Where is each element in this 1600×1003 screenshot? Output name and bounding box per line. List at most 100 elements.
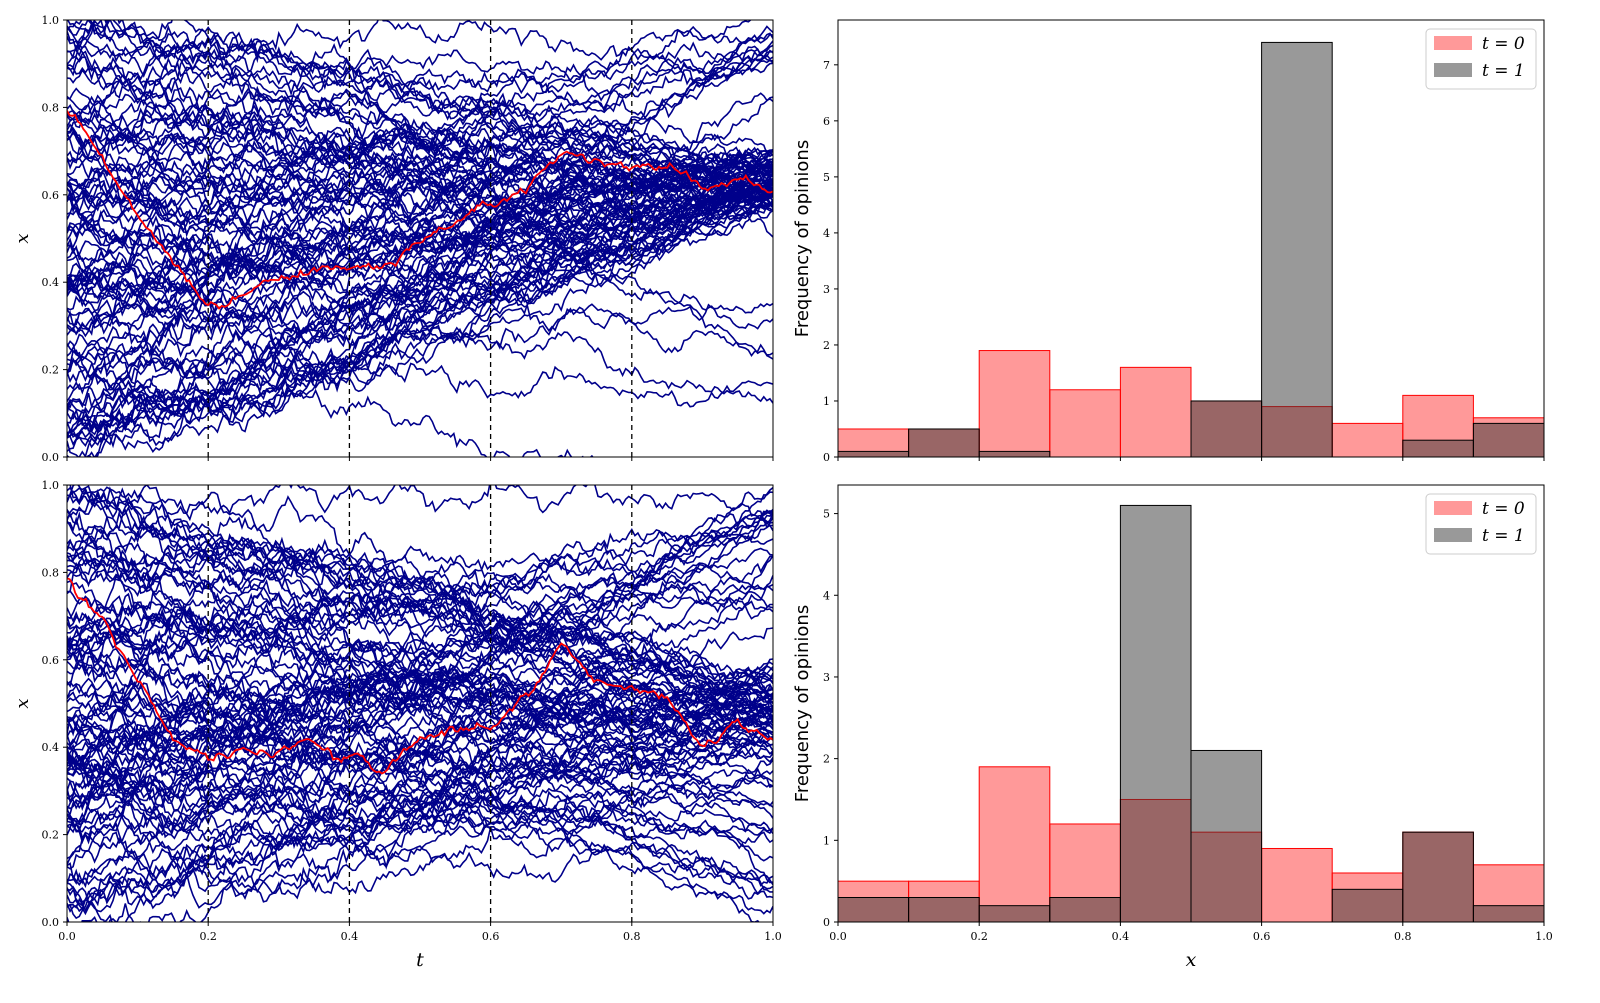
trajectory-line [67, 485, 773, 725]
trajectory-line [67, 635, 773, 886]
histogram-bar [1261, 41, 1333, 458]
histogram-bar [1472, 422, 1545, 458]
trajectory-line [67, 74, 773, 210]
x-tick-label: 0.0 [829, 930, 847, 943]
histogram-bar [978, 905, 1051, 923]
trajectory-line [67, 23, 773, 206]
x-tick-label: 0.2 [199, 930, 217, 943]
trajectory-line [67, 779, 773, 845]
trajectory-line [67, 774, 773, 887]
legend-label: t = 0 [1482, 499, 1525, 519]
trajectory-line [67, 647, 760, 922]
trajectory-line [67, 20, 773, 156]
x-axis-label: t [416, 949, 424, 971]
trajectory-line [67, 774, 773, 837]
trajectory-line [67, 166, 773, 224]
histogram-bar [1049, 896, 1121, 923]
y-tick-label: 3 [823, 671, 830, 684]
trajectory-line [67, 59, 773, 148]
histogram-bar [1190, 749, 1263, 923]
y-axis-label: Frequency of opinions [792, 140, 813, 337]
legend-swatch [1434, 36, 1472, 50]
x-tick-label: 0.8 [623, 930, 641, 943]
histogram-bar [1331, 888, 1404, 923]
histogram-panel-bottom-right: 0.0 0.2 0.4 0.6 0.8 1.0 0 1 2 3 4 5 Frequency of opi… [792, 484, 1553, 971]
trajectory-line [67, 356, 594, 457]
trajectory-line [67, 20, 773, 188]
histogram-bar [1472, 905, 1545, 923]
highlighted-trajectory [67, 110, 773, 310]
y-tick-label: 0 [823, 451, 830, 464]
legend-swatch [1434, 63, 1472, 77]
trajectory-line [67, 536, 773, 597]
y-axis-label: x [12, 698, 33, 708]
y-axis-label: x [12, 233, 33, 243]
y-tick-label: 0.8 [42, 566, 60, 579]
histogram-bar [1331, 422, 1404, 458]
trajectory-line [67, 658, 773, 913]
trajectory-line [67, 544, 773, 613]
trajectory-line [67, 509, 773, 833]
trajectory-line [67, 192, 773, 446]
legend-label: t = 1 [1482, 61, 1525, 81]
y-tick-label: 6 [823, 115, 830, 128]
trajectory-line [67, 41, 773, 133]
trajectory-line [67, 671, 773, 729]
trajectory-line [67, 132, 773, 191]
x-tick-label: 1.0 [1535, 930, 1553, 943]
trajectory-line [67, 683, 773, 737]
trajectory-panel-bottom-left: 0.0 0.2 0.4 0.6 0.8 1.0 0.0 0.2 0.4 0.6 0.8 1.0 x t [12, 479, 782, 971]
axes-frame [66, 484, 774, 923]
x-tick-label: 1.0 [764, 930, 782, 943]
histogram-bar [978, 450, 1051, 458]
x-tick-label: 0.6 [482, 930, 500, 943]
plot-area [67, 20, 773, 457]
trajectory-line [67, 94, 773, 201]
trajectory-line [67, 116, 773, 205]
y-tick-label: 4 [823, 589, 830, 602]
histogram-bar [1402, 831, 1474, 923]
y-axis-label: Frequency of opinions [792, 605, 813, 802]
legend: t = 0 t = 1 [1425, 493, 1537, 555]
y-tick-label: 5 [823, 171, 830, 184]
histogram-series-1 [837, 504, 1545, 923]
x-axis-label: x [1186, 949, 1197, 971]
trajectory-line [67, 706, 773, 852]
y-tick-label: 0.0 [42, 916, 60, 929]
histogram-bar [1119, 504, 1192, 923]
trajectory-line [67, 54, 773, 203]
trajectory-line [67, 720, 773, 862]
trajectory-line [67, 43, 773, 180]
highlighted-trajectory [67, 577, 773, 775]
trajectory-line [67, 485, 773, 532]
y-tick-label: 0.4 [42, 276, 60, 289]
histogram-bar [978, 350, 1051, 458]
y-tick-label: 1 [823, 834, 830, 847]
histogram-bar [1190, 400, 1263, 458]
trajectory-line [67, 20, 752, 253]
trajectory-line [67, 725, 773, 814]
trajectory-line [67, 535, 773, 717]
trajectory-line [67, 583, 773, 755]
y-tick-label: 4 [823, 227, 830, 240]
trajectory-line [67, 204, 773, 382]
x-tick-label: 0.6 [1253, 930, 1271, 943]
y-tick-label: 0.0 [42, 451, 60, 464]
histogram-bar [978, 766, 1051, 923]
trajectory-line [67, 172, 773, 362]
y-tick-label: 1.0 [42, 479, 60, 492]
histogram-bar [837, 896, 910, 923]
trajectory-line [67, 147, 773, 264]
trajectory-panel-top-left: 0.0 0.2 0.4 0.6 0.8 1.0 x [12, 14, 774, 464]
legend-swatch [1434, 528, 1472, 542]
y-tick-label: 7 [823, 59, 830, 72]
trajectory-line [67, 745, 773, 810]
trajectory-line [67, 166, 773, 315]
trajectory-line [67, 689, 773, 810]
histogram-bar [837, 450, 910, 458]
trajectory-line [67, 20, 773, 178]
x-tick-label: 0.0 [58, 930, 76, 943]
trajectory-line [67, 731, 773, 781]
y-tick-label: 5 [823, 508, 830, 521]
x-tick-label: 0.4 [341, 930, 359, 943]
